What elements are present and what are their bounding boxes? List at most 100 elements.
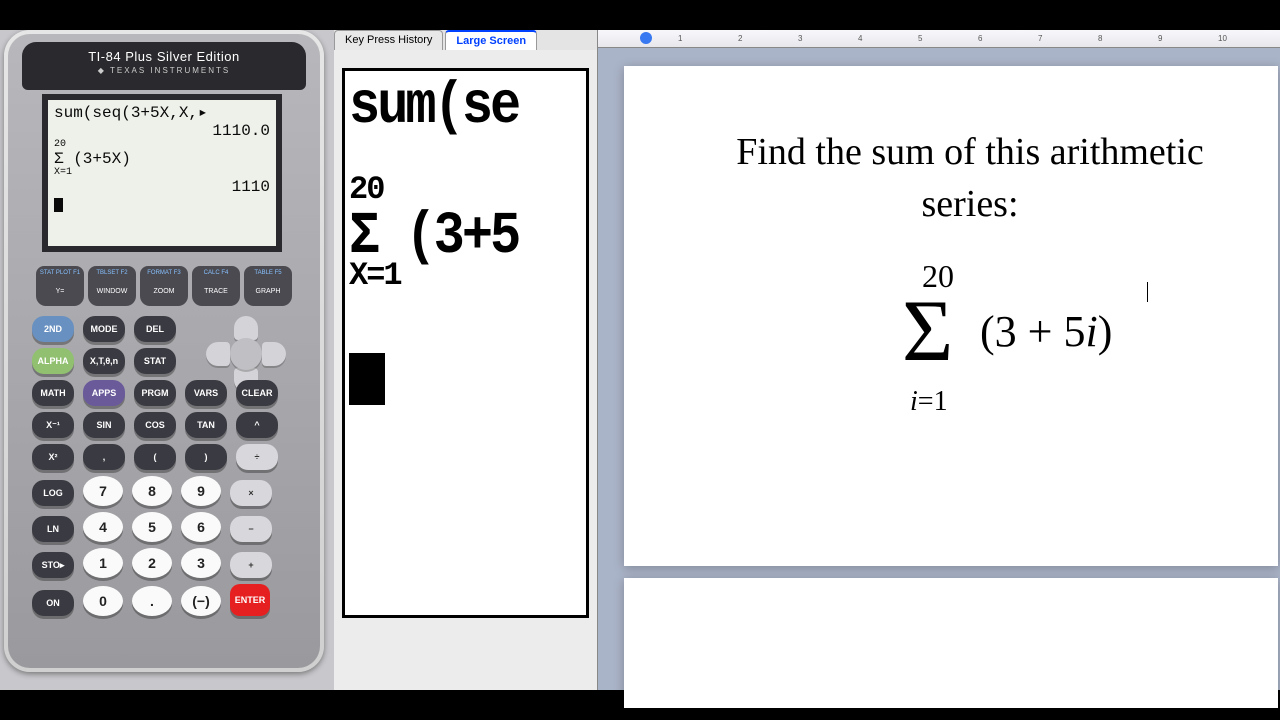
calc-key-[interactable]: + [230,552,272,578]
calc-key-6[interactable]: 6 [181,512,221,542]
calculator-keyboard: 2ND MODE DEL ALPHA X,T,θ,n STAT MATH APPS PRGM VA… [32,316,296,654]
calc-key-clear[interactable]: CLEAR [236,380,278,406]
calc-key-vars[interactable]: VARS [185,380,227,406]
calc-key-x[interactable]: X² [32,444,74,470]
calc-key-[interactable]: × [230,480,272,506]
brand-sub: Silver Edition [157,49,240,64]
expr-var: i [1085,307,1097,356]
manufacturer-label: TEXAS INSTRUMENTS [22,66,306,75]
calc-key-9[interactable]: 9 [181,476,221,506]
calc-key-apps[interactable]: APPS [83,380,125,406]
screen-sigma-body: Σ (3+5X) [54,150,270,168]
calc-key-4[interactable]: 4 [83,512,123,542]
calc-key-[interactable]: , [83,444,125,470]
calc-key-[interactable]: ^ [236,412,278,438]
large-screen-sigma: Σ (3+5 [349,207,582,267]
calc-key-enter[interactable]: ENTER [230,584,270,616]
calculator-header: TI-84 Plus Silver Edition TEXAS INSTRUME… [22,42,306,90]
sigma-lower-bound: i=1 [910,386,948,418]
dpad-up[interactable] [234,316,258,340]
document-page[interactable]: Find the sum of this arithmetic series: … [624,66,1278,566]
dpad-right[interactable] [262,342,286,366]
function-key[interactable]: STAT PLOT F1Y= [36,266,84,306]
dpad-center[interactable] [230,338,262,370]
tab-key-press-history[interactable]: Key Press History [334,30,443,50]
calc-key-x[interactable]: X⁻¹ [32,412,74,438]
ruler-tick: 10 [1218,34,1227,43]
calc-key-cos[interactable]: COS [134,412,176,438]
sigma-eq: =1 [918,386,948,417]
calc-key-sto[interactable]: STO▸ [32,552,74,578]
dpad-left[interactable] [206,342,230,366]
ruler-tick: 3 [798,34,802,43]
sigma-var: i [910,386,918,417]
calc-key-2nd[interactable]: 2ND [32,316,74,342]
calc-key-xtn[interactable]: X,T,θ,n [83,348,125,374]
calc-key-alpha[interactable]: ALPHA [32,348,74,374]
tab-large-screen[interactable]: Large Screen [445,30,537,50]
calc-key-0[interactable]: 0 [83,586,123,616]
calc-key-on[interactable]: ON [32,590,74,616]
screen-line-1: sum(seq(3+5X,X,▸ [54,104,270,122]
function-key[interactable]: FORMAT F3ZOOM [140,266,188,306]
ruler-indent-marker[interactable] [640,32,652,44]
expr-close: ) [1098,307,1113,356]
expr-open: (3 + 5 [980,307,1085,356]
ruler-tick: 4 [858,34,862,43]
emulator-tabs: Key Press HistoryLarge Screen [334,30,597,50]
ruler-tick: 8 [1098,34,1102,43]
document-page-next[interactable] [624,578,1278,708]
calc-key-stat[interactable]: STAT [134,348,176,374]
ruler-tick: 5 [918,34,922,43]
sigma-symbol-icon: Σ [902,288,953,376]
function-key[interactable]: CALC F4TRACE [192,266,240,306]
calc-key-7[interactable]: 7 [83,476,123,506]
calc-key-5[interactable]: 5 [132,512,172,542]
function-key-sup: TABLE F5 [244,270,292,276]
calc-key-ln[interactable]: LN [32,516,74,542]
calc-key-1[interactable]: 1 [83,548,123,578]
function-key-sup: CALC F4 [192,270,240,276]
calc-key-[interactable]: (−) [181,586,221,616]
screen-cursor [54,198,63,212]
calc-key-[interactable]: ( [134,444,176,470]
calc-key-sin[interactable]: SIN [83,412,125,438]
calc-key-3[interactable]: 3 [181,548,221,578]
large-screen-display: sum(se 20 Σ (3+5 X=1 [342,68,589,618]
calc-key-del[interactable]: DEL [134,316,176,342]
emulator-panel: Key Press HistoryLarge Screen sum(se 20 … [334,30,598,690]
large-screen-line1: sum(se [349,77,582,137]
function-key-sup: STAT PLOT F1 [36,270,84,276]
function-key[interactable]: TBLSET F2WINDOW [88,266,136,306]
text-cursor-icon [1147,282,1148,302]
calc-key-8[interactable]: 8 [132,476,172,506]
calculator-body: TI-84 Plus Silver Edition TEXAS INSTRUME… [8,34,320,668]
calc-key-log[interactable]: LOG [32,480,74,506]
function-key[interactable]: TABLE F5GRAPH [244,266,292,306]
calc-key-[interactable]: − [230,516,272,542]
document-ruler[interactable]: 12345678910 [598,30,1280,48]
summation-expression: (3 + 5i) [980,306,1112,357]
calc-key-2[interactable]: 2 [132,548,172,578]
large-screen-cursor [349,353,385,405]
calc-key-tan[interactable]: TAN [185,412,227,438]
ruler-tick: 7 [1038,34,1042,43]
problem-prompt: Find the sum of this arithmetic series: [712,126,1228,230]
ruler-tick: 9 [1158,34,1162,43]
calculator-device: TI-84 Plus Silver Edition TEXAS INSTRUME… [4,30,324,672]
screen-sigma-upper: 20 [54,140,270,150]
calculator-screen: sum(seq(3+5X,X,▸ 1110.0 20 Σ (3+5X) X=1 … [42,94,282,252]
calc-key-[interactable]: . [132,586,172,616]
calc-key-[interactable]: ) [185,444,227,470]
summation-formula: 20 Σ i=1 (3 + 5i) [820,258,1120,438]
ruler-tick: 2 [738,34,742,43]
calculator-brand: TI-84 Plus Silver Edition [22,48,306,64]
calc-key-mode[interactable]: MODE [83,316,125,342]
calc-key-math[interactable]: MATH [32,380,74,406]
brand-main: TI-84 Plus [88,49,152,64]
calc-key-prgm[interactable]: PRGM [134,380,176,406]
screen-result: 1110 [54,178,270,196]
calc-key-[interactable]: ÷ [236,444,278,470]
ruler-tick: 6 [978,34,982,43]
function-key-row: STAT PLOT F1Y=TBLSET F2WINDOWFORMAT F3ZO… [36,266,292,306]
